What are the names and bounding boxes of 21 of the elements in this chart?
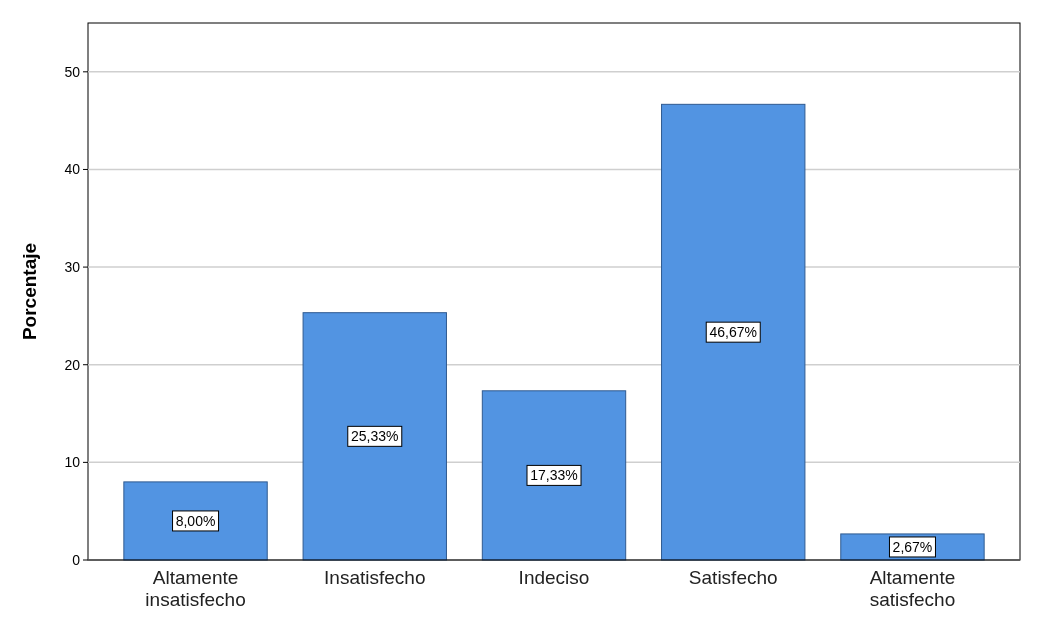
y-axis-title: Porcentaje (19, 242, 40, 341)
x-tick-label: Satisfecho (688, 567, 778, 588)
data-label: 25,33% (351, 428, 399, 445)
y-tick-label: 20 (64, 356, 81, 373)
y-tick-label: 50 (64, 63, 81, 80)
x-tick-label: Insatisfecho (324, 567, 426, 588)
bar (481, 390, 627, 561)
x-tick-label: Altamente satisfecho (869, 567, 956, 610)
bar (302, 312, 447, 561)
data-label: 46,67% (709, 324, 757, 341)
data-label: 17,33% (530, 467, 578, 484)
y-tick-label: 40 (64, 161, 81, 178)
bar (123, 481, 268, 561)
y-tick-label: 0 (72, 552, 81, 568)
bar (661, 103, 806, 561)
x-tick-label: Indeciso (518, 567, 590, 588)
x-tick-label: Altamente insatisfecho (145, 567, 246, 610)
data-label: 2,67% (892, 538, 933, 555)
data-label: 8,00% (175, 512, 216, 529)
y-tick-label: 30 (64, 259, 81, 276)
y-tick-label: 10 (64, 454, 81, 471)
